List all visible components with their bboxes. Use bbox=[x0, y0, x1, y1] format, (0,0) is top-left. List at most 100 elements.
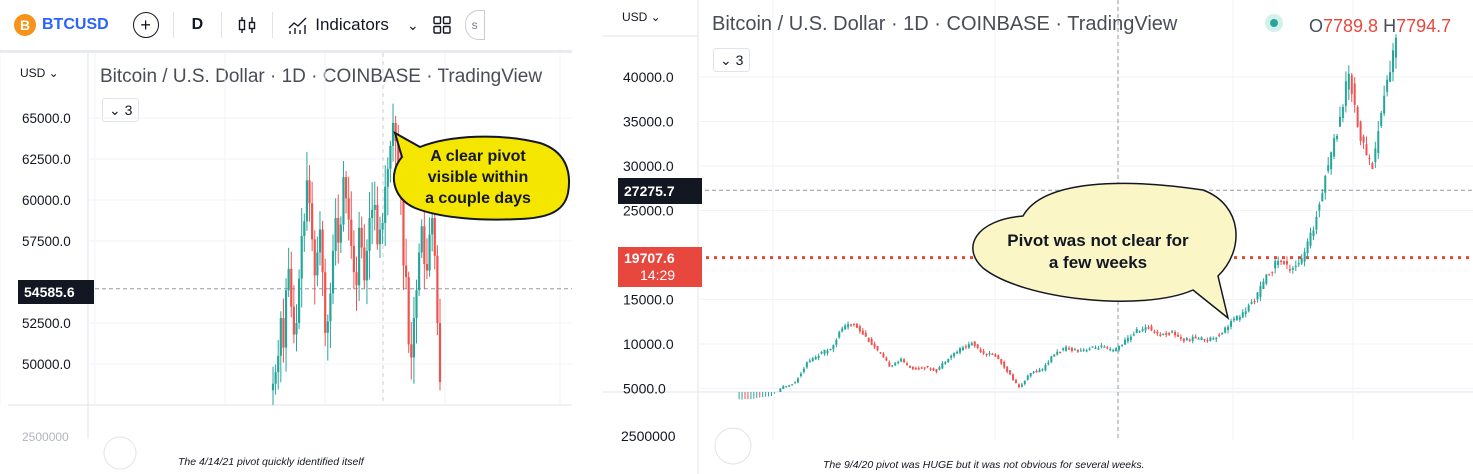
candle-body bbox=[381, 222, 384, 230]
candle-body bbox=[1330, 152, 1333, 170]
candle-body bbox=[324, 272, 327, 333]
candle-body bbox=[1020, 384, 1023, 387]
layout-grid-icon[interactable] bbox=[431, 14, 453, 36]
chevron-down-icon[interactable]: ⌄ bbox=[406, 16, 419, 33]
candle-body bbox=[779, 388, 782, 392]
candle-body bbox=[1318, 204, 1321, 211]
price-tick-label: 52500.0 bbox=[22, 316, 71, 331]
ohlc-high-label: H bbox=[1383, 16, 1397, 36]
price-tick-label: 35000.0 bbox=[623, 114, 674, 130]
candle-body bbox=[1297, 263, 1300, 265]
candle-body bbox=[1389, 72, 1392, 82]
candle-body bbox=[1230, 321, 1232, 327]
price-tick-label: 60000.0 bbox=[22, 193, 71, 208]
volume-tick-label: 2500000 bbox=[621, 428, 676, 444]
legend-count: 3 bbox=[735, 52, 744, 68]
compare-add-icon[interactable]: + bbox=[132, 12, 159, 38]
candle-body bbox=[334, 218, 337, 251]
candle-body bbox=[920, 367, 923, 369]
candle-body bbox=[791, 384, 794, 386]
candle-body bbox=[1041, 369, 1044, 371]
candle-body bbox=[1315, 216, 1318, 230]
candle-body bbox=[894, 363, 897, 366]
currency-label[interactable]: USD ⌄ bbox=[622, 10, 661, 24]
candle-body bbox=[1212, 338, 1215, 340]
interval-button[interactable]: D bbox=[191, 16, 204, 33]
indicators-icon[interactable] bbox=[287, 14, 309, 36]
candle-body bbox=[1265, 274, 1268, 284]
callout-text: A clear pivot bbox=[430, 148, 526, 165]
candle-body bbox=[1206, 340, 1209, 342]
candle-body bbox=[1006, 366, 1009, 372]
crosshair-price-tag: 54585.6 bbox=[18, 280, 94, 304]
search-icon[interactable]: s bbox=[464, 10, 485, 40]
candle-body bbox=[1227, 326, 1230, 331]
collapse-legend-button[interactable]: ⌄ 3 bbox=[713, 48, 751, 72]
candle-body bbox=[1112, 350, 1115, 352]
candle-body bbox=[944, 362, 947, 364]
candle-body bbox=[311, 203, 314, 240]
right-chart-panel: 40000.0 35000.0 30000.0 25000.0 15000.0 10000… bbox=[603, 0, 1473, 474]
candle-body bbox=[888, 362, 891, 367]
candle-body bbox=[1118, 346, 1121, 350]
candle-body bbox=[982, 351, 985, 354]
candle-body bbox=[391, 122, 395, 146]
callout-text: a couple days bbox=[425, 190, 531, 207]
candle-body bbox=[855, 323, 858, 328]
candle-body bbox=[274, 372, 277, 384]
candle-body bbox=[985, 354, 988, 356]
left-price-chart[interactable]: 65000.0 62500.0 60000.0 57500.0 52500.0 50000… bbox=[0, 53, 588, 474]
indicators-button[interactable]: Indicators bbox=[315, 15, 389, 34]
candle-body bbox=[1076, 349, 1079, 352]
ohlc-high-value: 7794.7 bbox=[1396, 16, 1452, 36]
candle-body bbox=[1338, 116, 1341, 127]
candle-body bbox=[1132, 334, 1135, 336]
candle-body bbox=[1386, 79, 1389, 92]
candle-body bbox=[423, 226, 426, 264]
candle-body bbox=[355, 272, 358, 286]
market-status-icon bbox=[1265, 14, 1283, 32]
candle-body bbox=[433, 218, 436, 256]
candle-body bbox=[331, 250, 335, 294]
candles-icon[interactable] bbox=[236, 14, 258, 36]
candle-body bbox=[284, 290, 288, 348]
price-tick-label: 50000.0 bbox=[22, 357, 71, 372]
candle-body bbox=[1259, 285, 1262, 297]
candle-body bbox=[823, 349, 826, 354]
candle-body bbox=[1100, 345, 1103, 347]
candle-body bbox=[1044, 364, 1047, 371]
candle-body bbox=[1103, 346, 1106, 348]
candle-body bbox=[1070, 347, 1073, 351]
candle-body bbox=[1003, 361, 1006, 368]
candle-body bbox=[1123, 339, 1126, 345]
candle-body bbox=[844, 325, 847, 330]
callout-shape bbox=[393, 130, 570, 221]
candle-body bbox=[316, 252, 319, 276]
candle-body bbox=[1000, 359, 1003, 364]
candle-body bbox=[1056, 351, 1059, 355]
candle-body bbox=[1262, 281, 1265, 289]
candle-body bbox=[1365, 144, 1368, 156]
candle-body bbox=[1135, 329, 1138, 333]
scroll-button-ghost bbox=[714, 427, 752, 465]
symbol-button[interactable]: BTCUSD bbox=[42, 16, 109, 33]
candle-body bbox=[1277, 260, 1280, 265]
candle-body bbox=[373, 204, 376, 210]
candle-body bbox=[1012, 374, 1015, 380]
crosshair-price-tag: 27275.7 bbox=[618, 178, 702, 204]
candle-body bbox=[1085, 350, 1088, 352]
candle-body bbox=[1268, 274, 1271, 276]
right-price-chart[interactable]: 40000.035000.030000.025000.015000.010000… bbox=[603, 0, 1473, 474]
candle-body bbox=[1009, 370, 1012, 375]
candle-body bbox=[947, 358, 950, 363]
candle-body bbox=[358, 227, 361, 286]
candle-body bbox=[431, 218, 434, 235]
candle-body bbox=[1150, 326, 1153, 331]
currency-label[interactable]: USD ⌄ bbox=[20, 66, 59, 80]
candle-body bbox=[321, 229, 324, 273]
candle-body bbox=[425, 263, 429, 271]
candle-body bbox=[941, 363, 944, 369]
candle-body bbox=[1291, 268, 1294, 270]
candle-body bbox=[1350, 75, 1353, 95]
candle-body bbox=[344, 177, 348, 199]
